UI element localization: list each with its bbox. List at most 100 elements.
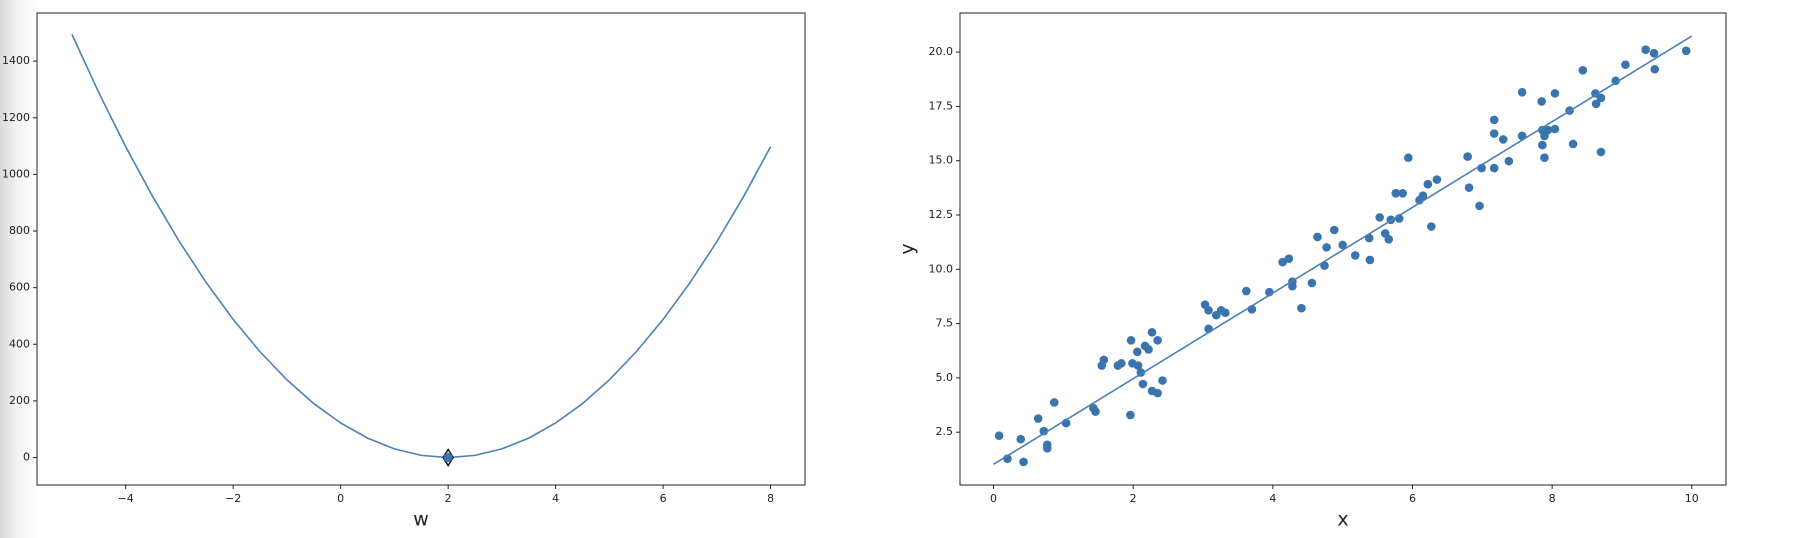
series-line <box>993 35 1693 466</box>
y-tick-label: 1200 <box>2 111 30 124</box>
data-point <box>1403 153 1413 162</box>
x-axis-label: x <box>1337 509 1348 531</box>
marker-point <box>443 453 453 463</box>
data-point <box>1568 139 1578 149</box>
data-point <box>1681 46 1691 56</box>
y-tick-label: 1400 <box>2 54 30 67</box>
data-point <box>1284 254 1294 263</box>
x-tick-label: 0 <box>337 492 344 505</box>
data-point <box>1138 379 1148 389</box>
data-point <box>1126 336 1136 345</box>
data-point <box>1278 257 1287 267</box>
data-point <box>1517 87 1527 97</box>
data-point <box>1596 93 1606 103</box>
data-point <box>1322 243 1331 252</box>
data-point <box>1641 45 1650 55</box>
x-tick-label: 10 <box>1685 492 1699 505</box>
x-tick-label: 6 <box>1409 492 1416 505</box>
data-point <box>1418 191 1428 200</box>
data-point <box>1398 188 1408 198</box>
y-tick-label: 2.5 <box>936 425 954 438</box>
y-tick-label: 15.0 <box>929 154 954 167</box>
data-point <box>1221 308 1230 318</box>
data-point <box>1591 99 1601 109</box>
y-tick-label: 20.0 <box>929 45 954 58</box>
data-point <box>1578 66 1588 75</box>
data-point <box>1550 124 1560 134</box>
data-point <box>1016 434 1026 444</box>
data-point <box>1033 414 1043 423</box>
y-tick-label: 12.5 <box>929 208 954 221</box>
y-axis-label: y <box>897 243 919 254</box>
data-point <box>1019 457 1028 467</box>
data-point <box>1596 147 1606 157</box>
data-point <box>1204 306 1213 315</box>
x-tick-label: 8 <box>767 492 774 505</box>
data-point <box>1475 201 1484 211</box>
data-point <box>1489 115 1499 125</box>
data-point <box>1621 60 1630 69</box>
y-tick-label: 10.0 <box>929 262 954 275</box>
x-tick-label: 2 <box>1130 492 1137 505</box>
data-point <box>1463 152 1472 161</box>
chart-panel: 0 2 4 6 8 10 2.5 5.0 7.5 10.0 12.5 15.0 17.5 20.0 x y <box>897 12 1727 531</box>
data-point <box>1649 48 1659 58</box>
data-point <box>1543 125 1553 135</box>
data-point <box>1537 97 1546 106</box>
data-point <box>1423 179 1433 189</box>
series-line <box>71 34 772 459</box>
data-point <box>1650 64 1660 74</box>
y-tick-label: 7.5 <box>936 317 954 330</box>
data-point <box>1365 255 1375 265</box>
data-point <box>1144 345 1153 354</box>
data-point <box>1464 183 1474 192</box>
data-point <box>1307 278 1317 288</box>
data-point <box>1350 251 1360 260</box>
data-point <box>1489 129 1499 138</box>
data-point <box>1042 443 1052 453</box>
data-point <box>1039 426 1049 436</box>
x-tick-label: 8 <box>1549 492 1556 505</box>
data-point <box>1391 188 1401 198</box>
x-tick-label: 0 <box>990 492 997 505</box>
data-point <box>1091 407 1100 416</box>
data-point <box>1550 89 1560 98</box>
data-point <box>1329 225 1339 235</box>
x-tick-label: 4 <box>552 492 559 505</box>
x-tick-label: −2 <box>225 492 241 505</box>
data-point <box>1611 76 1620 86</box>
y-tick-label: 600 <box>9 281 30 294</box>
y-tick-label: 5.0 <box>936 371 954 384</box>
data-point <box>1384 235 1394 244</box>
data-point <box>1288 281 1297 291</box>
data-point <box>1133 347 1142 357</box>
data-point <box>1241 286 1251 296</box>
data-point <box>1147 328 1157 337</box>
data-point <box>1432 175 1442 184</box>
x-tick-label: −4 <box>118 492 134 505</box>
data-point <box>1427 222 1436 231</box>
data-point <box>1313 232 1322 242</box>
data-point <box>1297 303 1306 313</box>
y-tick-label: 0 <box>23 451 30 464</box>
x-tick-label: 4 <box>1269 492 1276 505</box>
y-tick-label: 17.5 <box>929 99 954 112</box>
data-point <box>1049 398 1059 407</box>
data-point <box>1153 388 1162 398</box>
data-point <box>1375 213 1384 222</box>
data-point <box>1133 361 1143 370</box>
x-tick-label: 2 <box>445 492 452 505</box>
y-tick-label: 400 <box>9 337 30 350</box>
data-point <box>1099 355 1109 365</box>
data-point <box>1338 240 1347 250</box>
data-point <box>1158 376 1167 385</box>
data-point <box>1126 410 1135 420</box>
chart-panel: −4 −2 0 2 4 6 8 0 200 400 600 800 1000 1200 1400 w <box>2 12 806 531</box>
data-point <box>1498 135 1508 144</box>
y-tick-label: 800 <box>9 224 30 237</box>
data-point <box>1116 359 1126 368</box>
y-tick-label: 1000 <box>2 167 30 180</box>
plot-frame <box>959 12 1727 486</box>
